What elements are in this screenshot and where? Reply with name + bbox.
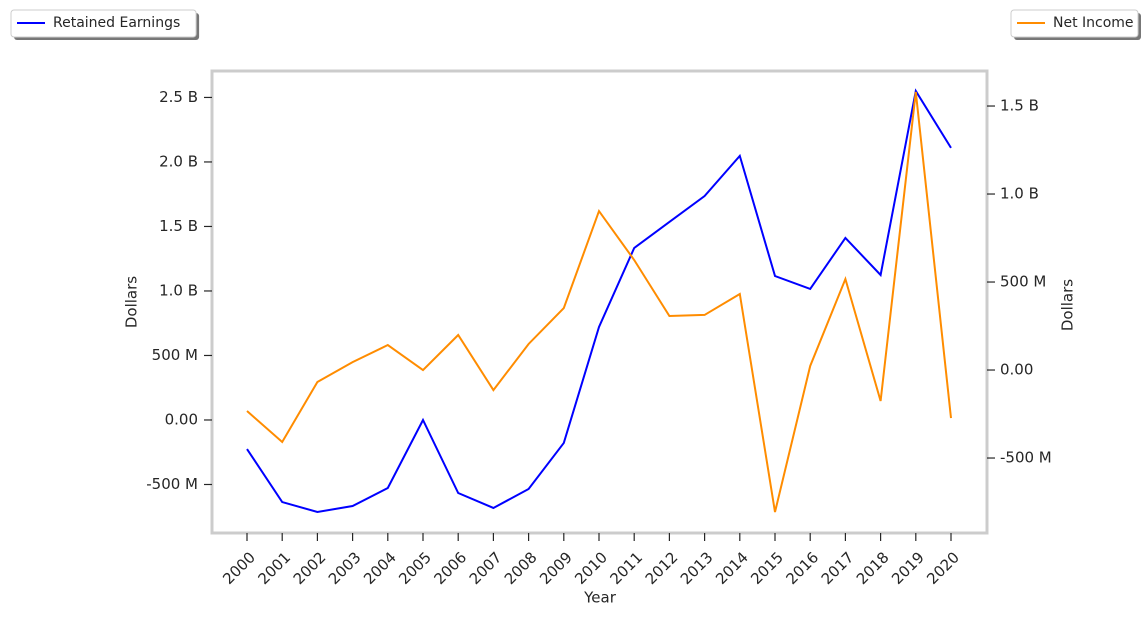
x-tick-label: 2003 xyxy=(325,548,365,588)
y2-tick-label: 1.5 B xyxy=(1000,97,1039,115)
y-tick-label: -500 M xyxy=(146,475,198,493)
legend-box xyxy=(10,9,197,38)
y2-tick-label: 1.0 B xyxy=(1000,185,1039,203)
y-tick-label: 1.5 B xyxy=(159,217,198,235)
x-tick-label: 2007 xyxy=(466,548,506,588)
legend-label: Net Income xyxy=(1053,15,1134,31)
x-tick-label: 2015 xyxy=(747,548,787,588)
x-tick-label: 2018 xyxy=(853,548,893,588)
x-tick-label: 2002 xyxy=(290,548,330,588)
x-axis-label: Year xyxy=(583,589,617,607)
x-tick-label: 2014 xyxy=(712,548,752,588)
x-tick-label: 2020 xyxy=(923,548,963,588)
legend-label: Retained Earnings xyxy=(53,15,180,31)
x-tick-label: 2011 xyxy=(606,548,646,588)
y-tick-label: 2.0 B xyxy=(159,152,198,170)
y2-tick-label: -500 M xyxy=(1000,449,1052,467)
y-tick-label: 0.00 xyxy=(165,410,198,428)
x-tick-label: 2006 xyxy=(430,548,470,588)
x-tick-label: 2012 xyxy=(642,548,682,588)
x-tick-label: 2009 xyxy=(536,548,576,588)
x-tick-label: 2013 xyxy=(677,548,717,588)
x-tick-label: 2000 xyxy=(219,548,259,588)
legend-box xyxy=(1010,9,1139,38)
y-tick-label: 2.5 B xyxy=(159,88,198,106)
legend: Net Income xyxy=(1010,9,1141,40)
x-tick-label: 2004 xyxy=(360,548,400,588)
x-tick-label: 2005 xyxy=(395,548,435,588)
y2-tick-label: 0.00 xyxy=(1000,361,1033,379)
x-tick-label: 2016 xyxy=(782,548,822,588)
x-tick-label: 2019 xyxy=(888,548,928,588)
y2-tick-label: 500 M xyxy=(1000,273,1046,291)
x-tick-label: 2010 xyxy=(571,548,611,588)
plot-frame xyxy=(210,69,989,535)
x-tick-label: 2008 xyxy=(501,548,541,588)
y-axis-label: Dollars xyxy=(123,276,141,328)
series-line xyxy=(246,88,952,513)
y-tick-label: 500 M xyxy=(152,346,198,364)
x-tick-label: 2017 xyxy=(818,548,858,588)
x-tick-label: 2001 xyxy=(254,548,294,588)
y-tick-label: 1.0 B xyxy=(159,281,198,299)
y2-axis-label: Dollars xyxy=(1059,279,1077,331)
legend: Retained Earnings xyxy=(10,9,200,40)
series-line xyxy=(246,91,952,513)
